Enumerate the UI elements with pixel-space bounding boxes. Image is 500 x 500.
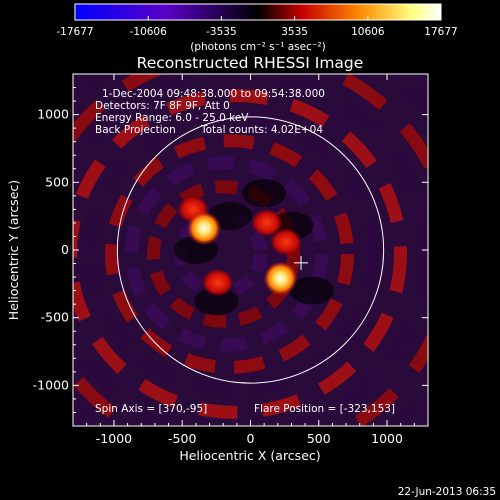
image-ripple xyxy=(125,156,328,352)
colorbar-tick-label: 3535 xyxy=(281,26,308,38)
image-dark-spot xyxy=(289,276,334,305)
colorbar-tick-label: 10606 xyxy=(351,26,385,38)
spin-axis-marker xyxy=(294,255,309,270)
y-tick-label: 0 xyxy=(61,242,69,257)
colorbar xyxy=(74,3,442,21)
y-tick-label: -1000 xyxy=(33,377,69,392)
colorbar-tick-label: 17677 xyxy=(424,26,457,38)
chart-title: Reconstructed RHESSI Image xyxy=(137,54,364,72)
colorbar-ticks: -17677 -10606 -3535 3535 10606 17677 xyxy=(56,16,458,38)
y-tick-label: 500 xyxy=(45,174,69,189)
image-ripple xyxy=(105,134,354,374)
x-tick-label: -500 xyxy=(168,431,196,446)
hard-xray-source xyxy=(263,261,298,296)
hard-xray-source xyxy=(187,211,222,246)
image-warm-blob xyxy=(270,227,302,256)
annotation-method: Back Projection xyxy=(95,124,176,136)
x-tick-label: -1000 xyxy=(96,431,132,446)
x-tick-label: 500 xyxy=(307,431,331,446)
image-ripple xyxy=(73,89,407,419)
x-tick-label: 0 xyxy=(247,431,255,446)
colorbar-tick-label: -17677 xyxy=(56,26,93,38)
solar-limb-circle xyxy=(116,116,385,384)
colorbar-unit-label: (photons cm⁻² s⁻¹ asec⁻²) xyxy=(190,41,325,53)
y-tick-label: 1000 xyxy=(37,107,69,122)
colorbar-tick-label: -3535 xyxy=(206,26,237,38)
image-ripple xyxy=(84,111,381,397)
image-warm-blob xyxy=(201,268,234,297)
axes: -1000 -500 0 500 1000 -1000 -500 0 500 1000 xyxy=(33,74,428,446)
y-tick-label: -500 xyxy=(41,310,69,325)
image-ripple xyxy=(73,74,428,426)
y-axis-label: Heliocentric Y (arcsec) xyxy=(6,180,21,320)
annotation-time-range: 1-Dec-2004 09:48:38.000 to 09:54:38.000 xyxy=(102,88,325,100)
annotation-flare-position: Flare Position = [-323,153] xyxy=(254,403,395,415)
colorbar-tick-label: -10606 xyxy=(130,26,168,38)
reconstructed-image xyxy=(73,74,428,426)
annotation-detectors: Detectors: 7F 8F 9F, Att 0 xyxy=(95,100,230,112)
x-axis-label: Heliocentric X (arcsec) xyxy=(179,448,320,463)
x-tick-label: 1000 xyxy=(371,431,403,446)
image-dark-spot xyxy=(194,287,239,316)
image-dark-spot xyxy=(242,179,287,208)
annotation-total-counts: Total counts: 4.02E+04 xyxy=(200,124,323,136)
annotation-spin-axis: Spin Axis = [370,-95] xyxy=(95,403,207,415)
footer-date: 22-Jun-2013 06:35 xyxy=(398,486,496,498)
image-warm-blob xyxy=(250,208,283,237)
annotation-energy: Energy Range: 6.0 - 25.0 keV xyxy=(95,112,249,124)
